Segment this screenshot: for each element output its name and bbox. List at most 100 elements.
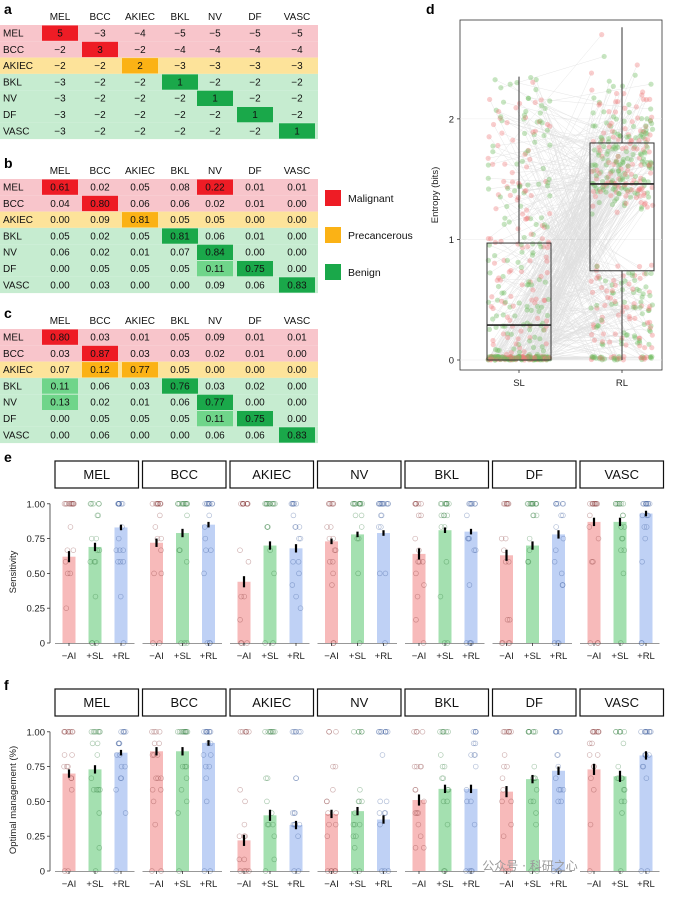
pair-line	[493, 124, 620, 359]
rl-point	[648, 106, 654, 112]
rl-point	[644, 159, 650, 166]
pair-line	[548, 170, 598, 243]
pair-line	[500, 196, 653, 306]
rl-point	[608, 170, 614, 176]
data-point	[262, 868, 269, 874]
sl-point	[528, 355, 534, 361]
data-point	[356, 798, 362, 805]
sl-point	[532, 300, 538, 306]
data-point	[291, 868, 297, 874]
rl-point	[599, 318, 605, 325]
facet-strip	[54, 460, 140, 489]
sl-point	[485, 162, 491, 168]
matrix-cell-value: 0.11	[206, 414, 225, 425]
facet-bkl: BKL−AI +SL +RL	[404, 460, 490, 662]
sl-point	[527, 338, 533, 344]
matrix-row-label: BCC	[3, 349, 24, 360]
data-point	[645, 501, 651, 507]
sl-point	[495, 354, 501, 360]
data-point	[525, 729, 532, 735]
data-point	[122, 763, 128, 770]
sl-point	[515, 226, 521, 232]
data-point	[643, 524, 650, 530]
rl-point	[622, 171, 628, 177]
rl-point	[641, 129, 647, 135]
data-point	[534, 868, 540, 874]
matrix-row-band	[0, 41, 318, 58]
data-point	[594, 752, 601, 758]
matrix-cell-value: 1	[294, 126, 300, 137]
facet-strip	[229, 460, 315, 489]
data-point	[420, 640, 427, 646]
data-point	[617, 868, 624, 874]
sl-point	[545, 296, 551, 303]
panel-label-b: b	[4, 155, 13, 171]
data-point	[151, 570, 157, 577]
data-point	[594, 501, 601, 507]
data-point	[524, 501, 531, 507]
matrix-row-label: MEL	[3, 333, 24, 344]
x-tick-label: +SL	[436, 879, 453, 890]
pair-line	[549, 83, 652, 102]
data-point	[350, 501, 356, 507]
pair-line	[522, 187, 619, 357]
rl-point	[625, 132, 631, 138]
matrix-cell-value: 0.00	[130, 430, 150, 441]
data-point	[271, 833, 278, 839]
sl-point	[514, 161, 520, 167]
matrix-cell-value: 0.06	[245, 430, 265, 441]
sl-point	[530, 250, 536, 256]
data-point	[356, 868, 363, 874]
matrix-cell-value: 0.00	[287, 248, 307, 259]
matrix-highlight-cell	[197, 394, 233, 410]
pair-line	[490, 181, 641, 360]
pair-line	[532, 131, 613, 360]
pair-line	[538, 188, 626, 312]
watermark-text: 公众号 · 科研之心	[482, 859, 577, 873]
pair-line	[510, 156, 603, 358]
rl-point	[646, 341, 652, 347]
x-tick-label: +RL	[550, 651, 568, 662]
sl-point	[493, 313, 500, 319]
matrix-cell-value: −3	[291, 61, 303, 72]
matrix-row-label: NV	[3, 248, 17, 259]
sl-point	[544, 318, 550, 324]
data-point	[620, 512, 626, 519]
pair-line	[544, 99, 644, 358]
sl-point	[524, 355, 530, 361]
pair-line	[499, 142, 601, 358]
rl-point	[603, 162, 609, 168]
sl-point	[539, 344, 545, 350]
pair-line	[549, 144, 642, 155]
rl-point	[626, 109, 632, 115]
rl-point	[639, 92, 645, 98]
data-point	[150, 798, 157, 805]
rl-point	[599, 136, 605, 142]
sl-point	[525, 243, 531, 250]
pair-line	[545, 302, 625, 358]
pair-line	[545, 89, 593, 182]
rl-point	[594, 167, 600, 173]
data-point	[330, 559, 336, 565]
data-point	[589, 559, 595, 565]
data-point	[384, 729, 391, 735]
data-point	[643, 775, 650, 781]
matrix-cell-value: −2	[174, 94, 186, 105]
data-point	[441, 763, 448, 770]
pair-line	[490, 140, 640, 360]
data-point	[178, 501, 185, 507]
data-point	[176, 547, 182, 553]
data-point	[62, 729, 68, 735]
data-point	[385, 501, 391, 507]
data-point	[155, 501, 161, 507]
sl-point	[496, 275, 502, 281]
bar	[351, 534, 364, 643]
bar	[202, 524, 215, 643]
data-point	[617, 729, 624, 735]
matrix-cell-value: 0.00	[287, 264, 307, 275]
rl-point	[593, 267, 600, 273]
matrix-cell-value: 0.00	[287, 414, 307, 425]
rl-point	[600, 331, 606, 337]
sl-point	[530, 129, 536, 135]
data-point	[120, 559, 127, 565]
